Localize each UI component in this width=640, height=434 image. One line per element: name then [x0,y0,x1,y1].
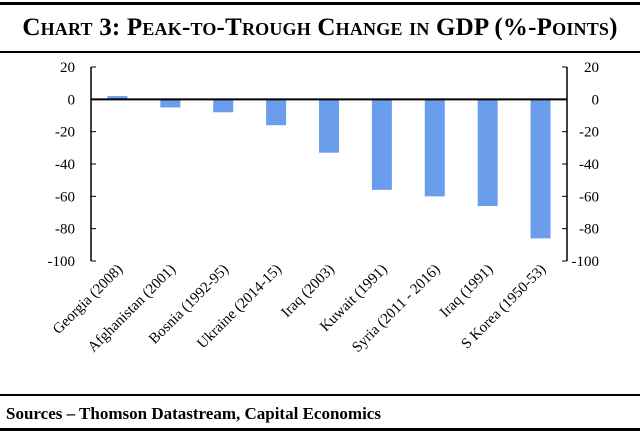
y-tick-label-left: -60 [55,189,75,205]
y-tick-label-left: -80 [55,222,75,238]
y-tick-label-right: -60 [579,189,599,205]
bar [530,99,551,239]
y-tick-label-left: 0 [68,92,76,108]
bar [107,96,128,100]
y-tick-label-right: -80 [579,222,599,238]
y-tick-label-right: 20 [584,60,599,76]
source-rule [0,394,640,396]
y-tick-label-right: -40 [579,157,599,173]
y-tick-label-right: -20 [579,125,599,141]
bar [160,99,181,108]
title-rule [0,51,640,53]
bar [371,99,392,190]
y-tick-label-left: -40 [55,157,75,173]
source-note: Sources – Thomson Datastream, Capital Ec… [6,404,381,423]
y-tick-label-left: -100 [48,254,76,270]
x-tick-label: Syria (2011 - 2016) [349,262,443,356]
bottom-rule [0,428,640,431]
y-tick-label-right: 0 [592,92,600,108]
bar [424,99,445,197]
bar [266,99,287,126]
y-tick-label-left: -20 [55,125,75,141]
bar [477,99,498,207]
chart-title: Chart 3: Peak-to-Trough Change in GDP (%… [22,14,618,41]
bar [319,99,339,153]
bar [213,99,234,113]
top-rule [0,2,640,5]
x-tick-label: Afghanistan (2001) [85,262,179,356]
y-tick-label-right: -100 [572,254,600,270]
y-tick-label-left: 20 [60,60,75,76]
